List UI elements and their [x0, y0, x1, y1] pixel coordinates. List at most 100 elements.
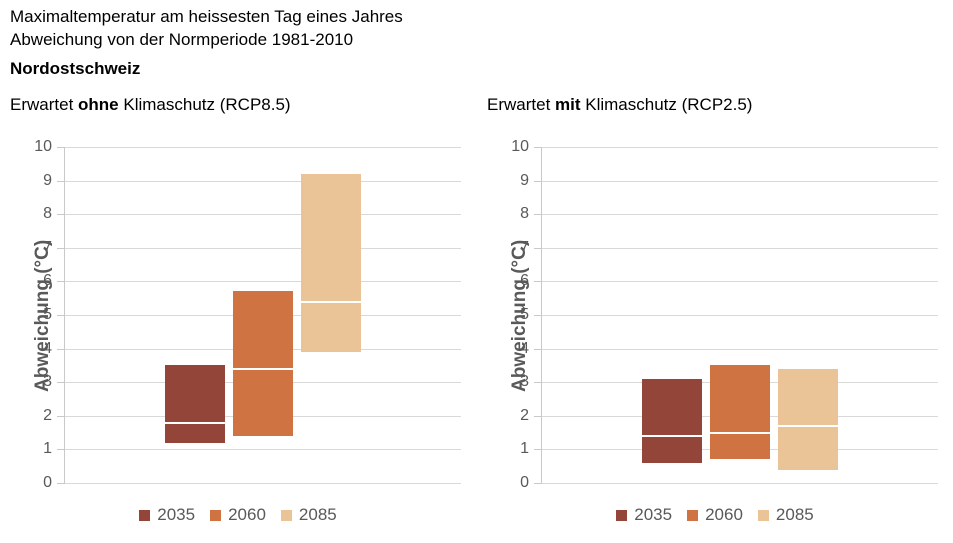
subtitle-emphasis: ohne — [78, 95, 119, 114]
y-tick — [534, 281, 542, 282]
legend-label-2085: 2085 — [775, 505, 814, 524]
median-line-2060 — [710, 432, 770, 434]
y-tick-label: 2 — [43, 407, 52, 424]
legend-swatch-2035 — [139, 509, 151, 521]
legend-label-2035: 2035 — [634, 505, 673, 524]
median-line-2035 — [165, 422, 225, 424]
y-tick-label: 7 — [520, 239, 529, 256]
y-tick — [57, 181, 65, 182]
subtitle-emphasis: mit — [555, 95, 581, 114]
legend-label-2060: 2060 — [705, 505, 743, 524]
y-tick-label: 4 — [520, 340, 529, 357]
y-tick-label: 2 — [520, 407, 529, 424]
legend-label-2035: 2035 — [157, 505, 196, 524]
y-tick-label: 5 — [520, 306, 529, 323]
y-tick-label: 4 — [43, 340, 52, 357]
y-tick — [57, 416, 65, 417]
gridline — [542, 349, 938, 350]
median-line-2060 — [233, 368, 293, 370]
y-tick-label: 1 — [520, 440, 529, 457]
gridline — [65, 483, 461, 484]
panel-subtitle-rcp85: Erwartet ohne Klimaschutz (RCP8.5) — [10, 95, 291, 115]
legend-swatch-2085 — [757, 509, 769, 521]
y-tick-label: 7 — [43, 239, 52, 256]
gridline — [65, 147, 461, 148]
y-tick-label: 6 — [43, 272, 52, 289]
median-line-2085 — [301, 301, 361, 303]
y-tick — [57, 281, 65, 282]
y-tick — [57, 349, 65, 350]
y-tick — [534, 181, 542, 182]
legend-swatch-2035 — [616, 509, 628, 521]
chart-title-line1: Maximaltemperatur am heissesten Tag eine… — [10, 7, 403, 26]
y-tick-label: 10 — [511, 138, 529, 155]
gridline — [65, 449, 461, 450]
gridline — [542, 214, 938, 215]
subtitle-prefix: Erwartet — [10, 95, 79, 114]
y-tick-label: 5 — [43, 306, 52, 323]
legend-rcp85: 2035 2060 2085 — [0, 504, 476, 526]
y-tick — [57, 147, 65, 148]
y-tick — [57, 449, 65, 450]
y-tick — [57, 315, 65, 316]
y-tick — [534, 147, 542, 148]
median-line-2085 — [778, 425, 838, 427]
gridline — [542, 315, 938, 316]
range-bar-2035 — [165, 365, 225, 443]
gridline — [542, 248, 938, 249]
y-tick — [534, 449, 542, 450]
y-tick-label: 1 — [43, 440, 52, 457]
subtitle-suffix: Klimaschutz (RCP2.5) — [580, 95, 753, 114]
legend-item-2085: 2085 — [757, 505, 814, 525]
range-bar-2085 — [778, 369, 838, 470]
range-bar-2035 — [642, 379, 702, 463]
y-tick-label: 0 — [43, 474, 52, 491]
chart-panel-rcp25: Erwartet mit Klimaschutz (RCP2.5) Abweic… — [477, 88, 953, 543]
legend-swatch-2060 — [210, 509, 222, 521]
y-tick — [534, 248, 542, 249]
y-tick-label: 9 — [43, 172, 52, 189]
y-tick-label: 3 — [43, 373, 52, 390]
y-tick — [57, 382, 65, 383]
chart-panel-rcp85: Erwartet ohne Klimaschutz (RCP8.5) Abwei… — [0, 88, 476, 543]
gridline — [65, 181, 461, 182]
chart-title-line2: Abweichung von der Normperiode 1981-2010 — [10, 30, 354, 49]
y-tick-label: 9 — [520, 172, 529, 189]
y-tick-label: 6 — [520, 272, 529, 289]
gridline — [542, 483, 938, 484]
y-tick — [57, 214, 65, 215]
y-tick — [534, 214, 542, 215]
range-bar-2085 — [301, 174, 361, 352]
y-tick — [57, 248, 65, 249]
gridline — [65, 281, 461, 282]
range-bar-2060 — [233, 291, 293, 436]
y-tick — [534, 483, 542, 484]
legend-swatch-2060 — [687, 509, 699, 521]
y-tick-label: 3 — [520, 373, 529, 390]
legend-item-2085: 2085 — [280, 505, 337, 525]
y-tick-label: 8 — [43, 205, 52, 222]
gridline — [542, 281, 938, 282]
range-bar-2060 — [710, 365, 770, 459]
y-tick-label: 8 — [520, 205, 529, 222]
plot-area-rcp25: 0 1 2 3 4 5 6 7 8 9 10 — [511, 138, 938, 491]
gridline — [65, 248, 461, 249]
y-tick — [534, 382, 542, 383]
subtitle-prefix: Erwartet — [487, 95, 556, 114]
gridline — [65, 214, 461, 215]
panel-subtitle-rcp25: Erwartet mit Klimaschutz (RCP2.5) — [487, 95, 752, 115]
legend-label-2085: 2085 — [298, 505, 337, 524]
y-tick-label: 0 — [520, 474, 529, 491]
legend-item-2035: 2035 — [139, 505, 195, 525]
y-tick — [534, 315, 542, 316]
y-tick — [57, 483, 65, 484]
legend-item-2035: 2035 — [616, 505, 672, 525]
y-tick-label: 10 — [34, 138, 52, 155]
legend-item-2060: 2060 — [210, 505, 266, 525]
legend-swatch-2085 — [280, 509, 292, 521]
legend-item-2060: 2060 — [687, 505, 743, 525]
gridline — [542, 181, 938, 182]
median-line-2035 — [642, 435, 702, 437]
legend-rcp25: 2035 2060 2085 — [477, 504, 953, 526]
